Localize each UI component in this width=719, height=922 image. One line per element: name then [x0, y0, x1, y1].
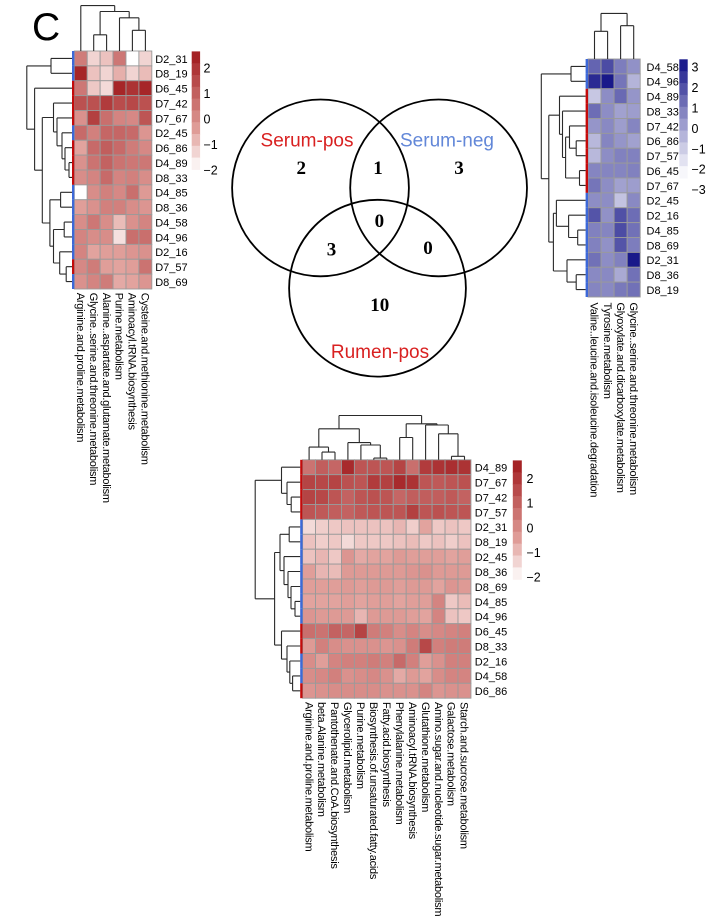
svg-text:D4_58: D4_58: [475, 671, 507, 683]
svg-text:D8_33: D8_33: [155, 173, 187, 185]
svg-text:Tyrosine.metabolism: Tyrosine.metabolism: [601, 303, 613, 399]
svg-text:D2_31: D2_31: [647, 255, 679, 267]
svg-text:Pantothenate.and.CoA.biosynthe: Pantothenate.and.CoA.biosynthesis: [328, 702, 340, 869]
svg-text:D4_89: D4_89: [475, 463, 507, 475]
svg-text:D8_69: D8_69: [155, 277, 187, 289]
svg-text:D2_45: D2_45: [647, 196, 679, 208]
svg-text:Rumen-pos: Rumen-pos: [331, 342, 429, 363]
svg-text:D7_67: D7_67: [475, 478, 507, 490]
svg-text:3: 3: [327, 240, 337, 261]
svg-text:D8_36: D8_36: [475, 567, 507, 579]
svg-text:D2_45: D2_45: [155, 128, 187, 140]
svg-text:D7_57: D7_57: [647, 151, 679, 163]
svg-text:Glycine..serine.and.threonine.: Glycine..serine.and.threonine.metabolism: [87, 293, 99, 485]
svg-text:D8_69: D8_69: [647, 240, 679, 252]
svg-text:Valine..leucine.and.isoleucine: Valine..leucine.and.isoleucine.degradati…: [588, 303, 600, 498]
svg-text:D2_16: D2_16: [155, 247, 187, 259]
svg-text:D4_58: D4_58: [647, 62, 679, 74]
svg-text:D8_33: D8_33: [647, 107, 679, 119]
svg-text:−2: −2: [527, 571, 541, 585]
svg-text:D8_36: D8_36: [647, 270, 679, 282]
svg-text:3: 3: [454, 158, 464, 179]
svg-text:D6_45: D6_45: [475, 627, 507, 639]
svg-text:D4_85: D4_85: [475, 597, 507, 609]
svg-text:10: 10: [370, 295, 389, 316]
svg-text:−1: −1: [204, 138, 218, 152]
svg-text:Alanine..aspartate.and.glutama: Alanine..aspartate.and.glutamate.metabol…: [100, 293, 112, 503]
svg-text:Glycine..serine.and.threonine.: Glycine..serine.and.threonine.metabolism: [627, 303, 639, 495]
svg-text:D4_85: D4_85: [647, 226, 679, 238]
svg-text:D4_96: D4_96: [475, 612, 507, 624]
svg-text:−2: −2: [692, 163, 706, 177]
svg-text:D6_86: D6_86: [155, 143, 187, 155]
svg-text:Starch.and.sucrose.metabolism: Starch.and.sucrose.metabolism: [458, 702, 470, 849]
svg-text:D4_85: D4_85: [155, 188, 187, 200]
svg-text:2: 2: [204, 61, 211, 75]
svg-text:beta.Alanine.metabolism: beta.Alanine.metabolism: [315, 702, 327, 817]
svg-text:D2_31: D2_31: [155, 54, 187, 66]
svg-text:D7_42: D7_42: [647, 121, 679, 133]
svg-text:D4_89: D4_89: [647, 92, 679, 104]
svg-text:D7_42: D7_42: [155, 99, 187, 111]
svg-text:1: 1: [692, 102, 699, 116]
svg-text:Aminoacyl.tRNA.biosynthesis: Aminoacyl.tRNA.biosynthesis: [126, 293, 138, 431]
svg-text:2: 2: [527, 472, 534, 486]
svg-text:0: 0: [423, 238, 433, 259]
svg-text:D7_57: D7_57: [475, 507, 507, 519]
svg-text:D7_42: D7_42: [475, 492, 507, 504]
svg-text:0: 0: [692, 122, 699, 136]
svg-text:C: C: [32, 6, 60, 49]
svg-text:Purine.metabolism: Purine.metabolism: [113, 293, 125, 380]
svg-text:0: 0: [375, 211, 385, 232]
svg-text:D8_19: D8_19: [475, 537, 507, 549]
svg-text:3: 3: [692, 61, 699, 75]
svg-text:D2_45: D2_45: [475, 552, 507, 564]
svg-text:Glyoxylate.and.dicarboxylate.m: Glyoxylate.and.dicarboxylate.metabolism: [614, 303, 626, 493]
svg-text:D6_45: D6_45: [155, 84, 187, 96]
svg-text:D6_45: D6_45: [647, 166, 679, 178]
svg-text:Biosynthesis.of.unsaturated.fa: Biosynthesis.of.unsaturated.fatty.acids: [367, 702, 379, 880]
svg-text:D2_16: D2_16: [647, 211, 679, 223]
svg-text:D2_16: D2_16: [475, 656, 507, 668]
svg-text:D8_19: D8_19: [155, 69, 187, 81]
svg-text:Purine.metabolism: Purine.metabolism: [354, 702, 366, 789]
svg-text:D7_57: D7_57: [155, 262, 187, 274]
svg-text:Serum-neg: Serum-neg: [400, 131, 494, 152]
svg-text:1: 1: [204, 87, 211, 101]
svg-text:2: 2: [692, 81, 699, 95]
svg-text:−1: −1: [692, 142, 706, 156]
svg-text:1: 1: [373, 158, 383, 179]
svg-text:0: 0: [527, 521, 534, 535]
svg-text:1: 1: [527, 497, 534, 511]
svg-text:−2: −2: [204, 163, 218, 177]
svg-text:−1: −1: [527, 546, 541, 560]
svg-text:D7_67: D7_67: [155, 113, 187, 125]
svg-text:D8_19: D8_19: [647, 285, 679, 297]
svg-text:D4_58: D4_58: [155, 218, 187, 230]
svg-text:Glutathione.metabolism: Glutathione.metabolism: [419, 702, 431, 812]
svg-text:Arginine.and.proline.metabolis: Arginine.and.proline.metabolism: [302, 702, 314, 851]
svg-text:D6_86: D6_86: [475, 686, 507, 698]
svg-text:D8_69: D8_69: [475, 582, 507, 594]
svg-text:Cysteine.and.methionine.metabo: Cysteine.and.methionine.metabolism: [139, 293, 151, 465]
svg-text:D8_36: D8_36: [155, 203, 187, 215]
svg-text:D6_86: D6_86: [647, 136, 679, 148]
svg-text:D2_31: D2_31: [475, 522, 507, 534]
svg-text:Galactose.metabolism: Galactose.metabolism: [445, 702, 457, 806]
svg-text:Arginine.and.proline.metabolis: Arginine.and.proline.metabolism: [74, 293, 86, 442]
svg-text:2: 2: [296, 158, 306, 179]
svg-text:D4_89: D4_89: [155, 158, 187, 170]
svg-text:Serum-pos: Serum-pos: [261, 131, 354, 152]
svg-text:−3: −3: [692, 183, 706, 197]
svg-text:Fatty.acid.biosynthesis: Fatty.acid.biosynthesis: [380, 702, 392, 807]
svg-text:Glycerolipid.metabolism: Glycerolipid.metabolism: [341, 702, 353, 813]
svg-text:Aminoacyl.tRNA.biosynthesis: Aminoacyl.tRNA.biosynthesis: [406, 702, 418, 840]
svg-text:D4_96: D4_96: [155, 232, 187, 244]
svg-text:Phenylalanine.metabolism: Phenylalanine.metabolism: [393, 702, 405, 824]
svg-text:0: 0: [204, 112, 211, 126]
svg-text:D8_33: D8_33: [475, 641, 507, 653]
svg-text:D7_67: D7_67: [647, 181, 679, 193]
svg-text:D4_96: D4_96: [647, 77, 679, 89]
svg-text:Amino.sugar.and.nucleotide.sug: Amino.sugar.and.nucleotide.sugar.metabol…: [432, 702, 444, 916]
